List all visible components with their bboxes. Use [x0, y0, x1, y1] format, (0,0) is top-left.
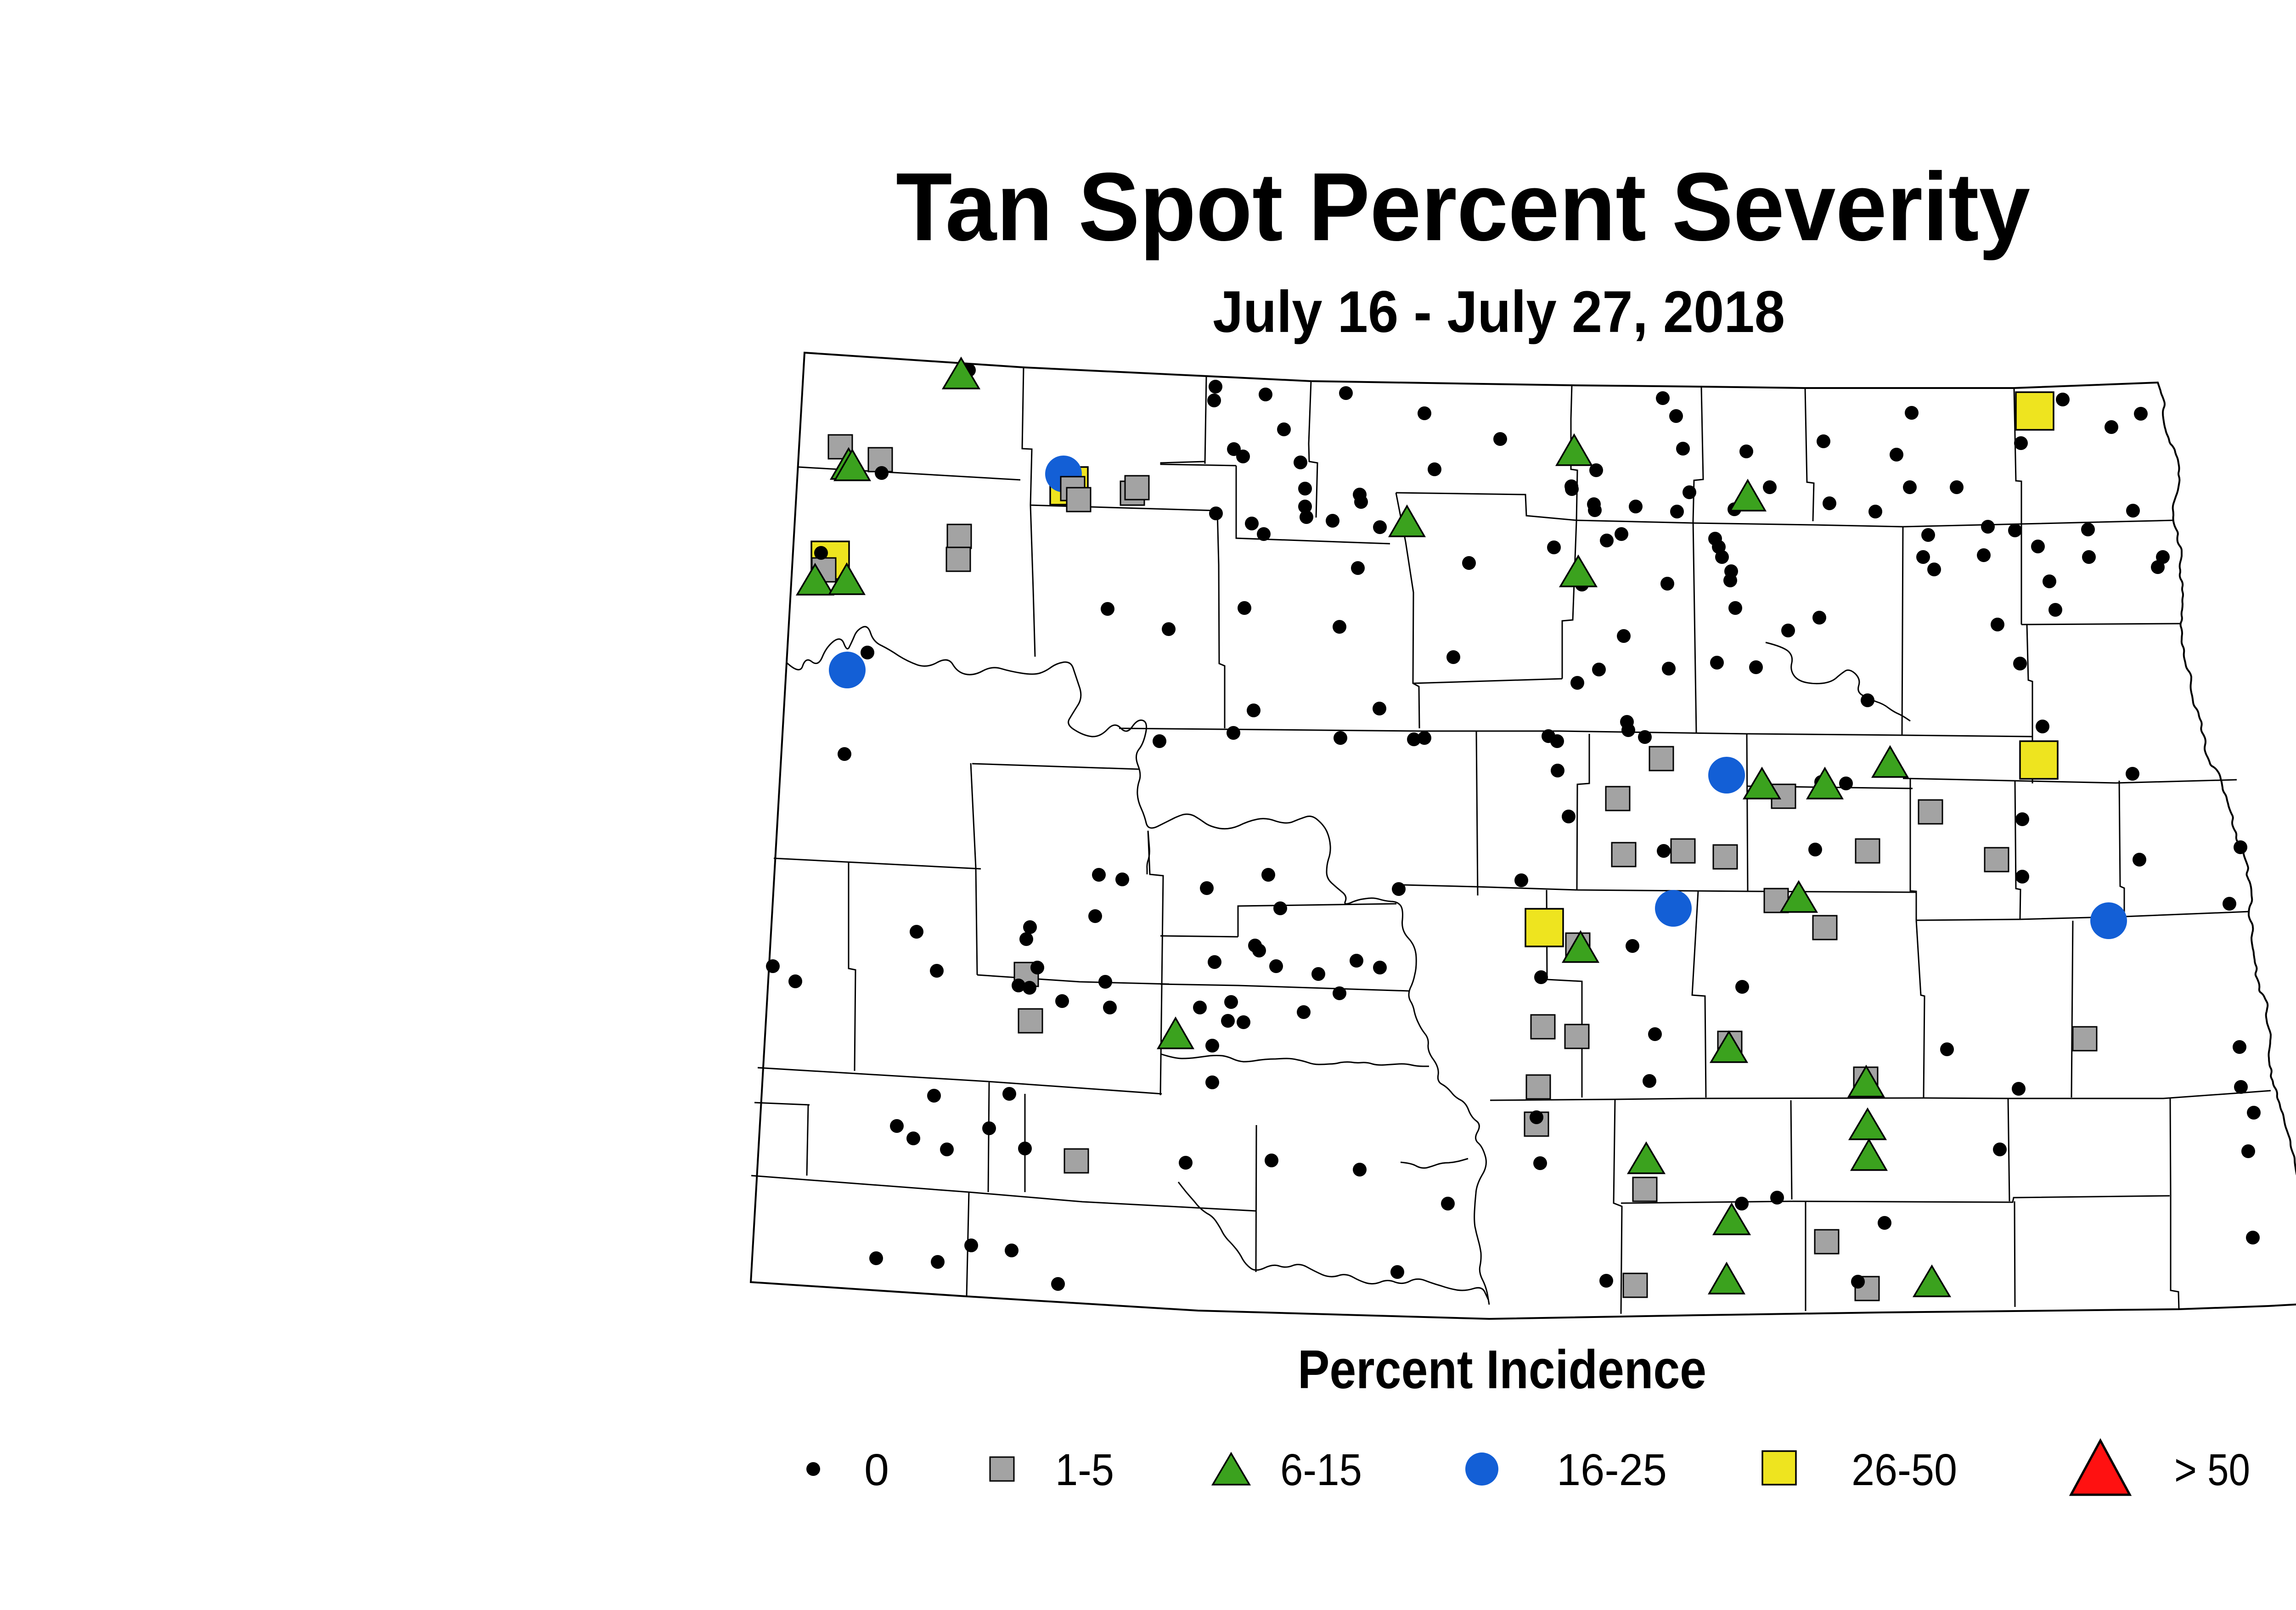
svg-text:Percent Incidence: Percent Incidence — [1298, 1339, 1706, 1400]
svg-text:July 16 - July 27, 2018: July 16 - July 27, 2018 — [1213, 279, 1785, 345]
svg-text:16-25: 16-25 — [1557, 1445, 1667, 1495]
svg-text:0: 0 — [864, 1445, 889, 1495]
svg-text:6-15: 6-15 — [1280, 1445, 1362, 1495]
svg-text:26-50: 26-50 — [1851, 1445, 1957, 1495]
svg-text:Tan Spot Percent Severity: Tan Spot Percent Severity — [896, 152, 2030, 261]
svg-text:1-5: 1-5 — [1055, 1445, 1114, 1495]
svg-text:> 50: > 50 — [2174, 1445, 2250, 1495]
